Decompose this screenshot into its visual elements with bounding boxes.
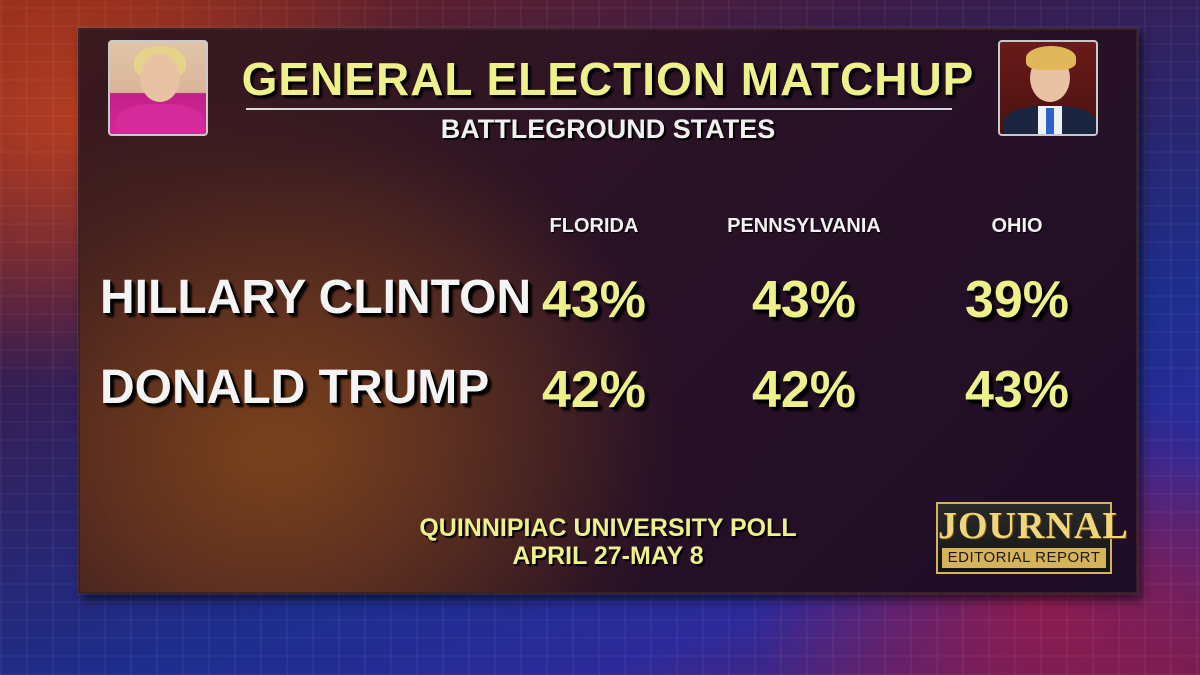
- portrait-tie: [1046, 108, 1054, 134]
- page-title: GENERAL ELECTION MATCHUP: [241, 53, 975, 105]
- portrait-head: [140, 54, 180, 102]
- row-label-trump: DONALD TRUMP: [100, 361, 490, 414]
- trump-florida-value: 42%: [541, 361, 647, 419]
- trump-photo: [998, 40, 1098, 136]
- trump-pennsylvania-value: 42%: [751, 361, 857, 419]
- trump-ohio-value: 43%: [964, 361, 1070, 419]
- clinton-ohio-value: 39%: [964, 271, 1070, 329]
- clinton-pennsylvania-value: 43%: [751, 271, 857, 329]
- poll-dates: APRIL 27-MAY 8: [512, 542, 704, 570]
- poll-source: QUINNIPIAC UNIVERSITY POLL: [419, 514, 797, 542]
- title-divider: [246, 108, 952, 110]
- clinton-florida-value: 43%: [541, 271, 647, 329]
- journal-editorial-report-logo: JOURNAL EDITORIAL REPORT: [936, 502, 1129, 574]
- portrait-hair: [1026, 46, 1076, 70]
- column-header-pennsylvania: PENNSYLVANIA: [727, 215, 881, 237]
- page-subtitle: BATTLEGROUND STATES: [440, 114, 776, 144]
- clinton-photo: [108, 40, 208, 136]
- logo-title: JOURNAL: [938, 505, 1129, 547]
- matchup-panel: GENERAL ELECTION MATCHUP BATTLEGROUND ST…: [78, 28, 1138, 594]
- row-label-clinton: HILLARY CLINTON: [100, 271, 532, 324]
- portrait-body: [116, 104, 204, 134]
- column-header-florida: FLORIDA: [549, 215, 639, 237]
- logo-subtitle: EDITORIAL REPORT: [942, 548, 1106, 568]
- column-header-ohio: OHIO: [991, 215, 1043, 237]
